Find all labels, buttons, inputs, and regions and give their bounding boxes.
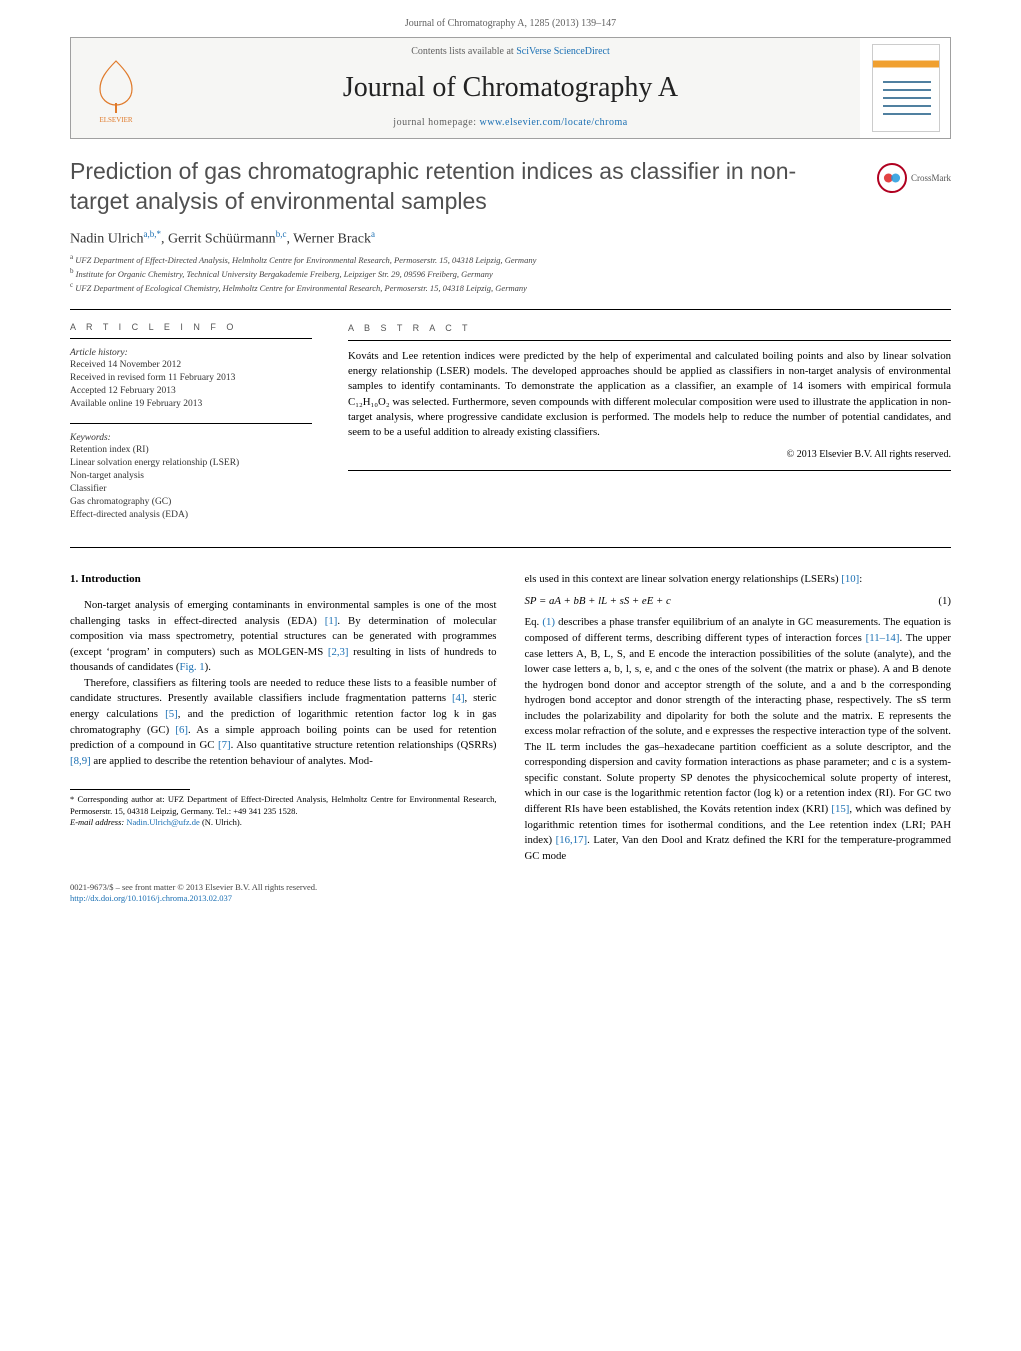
keyword-item: Retention index (RI) bbox=[70, 445, 149, 455]
journal-homepage-line: journal homepage: www.elsevier.com/locat… bbox=[161, 117, 860, 128]
publisher-logo-text: ELSEVIER bbox=[99, 116, 132, 123]
keyword-item: Effect-directed analysis (EDA) bbox=[70, 510, 188, 520]
article-info-heading: A R T I C L E I N F O bbox=[70, 322, 312, 332]
keywords-block: Keywords: Retention index (RI) Linear sol… bbox=[70, 432, 312, 522]
intro-para-2: Therefore, classifiers as filtering tool… bbox=[70, 676, 497, 769]
cover-image-placeholder bbox=[872, 44, 940, 132]
publisher-logo: ELSEVIER bbox=[71, 38, 161, 138]
crossmark-label: CrossMark bbox=[911, 173, 951, 183]
crossmark-icon bbox=[877, 163, 907, 193]
journal-title: Journal of Chromatography A bbox=[161, 72, 860, 104]
keyword-item: Linear solvation energy relationship (LS… bbox=[70, 458, 239, 468]
issn-line: 0021-9673/$ – see front matter © 2013 El… bbox=[70, 882, 951, 893]
footnotes: * Corresponding author at: UFZ Departmen… bbox=[70, 794, 497, 828]
affiliation-list: a UFZ Department of Effect-Directed Anal… bbox=[70, 253, 951, 294]
crossmark-badge[interactable]: CrossMark bbox=[877, 163, 951, 193]
article-title: Prediction of gas chromatographic retent… bbox=[70, 157, 830, 217]
section-heading-intro: 1. Introduction bbox=[70, 572, 497, 588]
keywords-label: Keywords: bbox=[70, 433, 111, 443]
author-list: Nadin Ulricha,b,*, Gerrit Schüürmannb,c,… bbox=[70, 229, 951, 248]
elsevier-tree-icon: ELSEVIER bbox=[86, 53, 146, 123]
equation-body: SP = aA + bB + lL + sS + eE + c bbox=[525, 594, 671, 610]
keyword-item: Classifier bbox=[70, 484, 106, 494]
journal-homepage-link[interactable]: www.elsevier.com/locate/chroma bbox=[480, 117, 628, 128]
article-history: Article history: Received 14 November 20… bbox=[70, 347, 312, 411]
abstract-heading: A B S T R A C T bbox=[348, 322, 951, 335]
doi-link[interactable]: http://dx.doi.org/10.1016/j.chroma.2013.… bbox=[70, 893, 232, 903]
page-footer: 0021-9673/$ – see front matter © 2013 El… bbox=[70, 882, 951, 904]
abstract-text: Kováts and Lee retention indices were pr… bbox=[348, 349, 951, 440]
history-label: Article history: bbox=[70, 348, 128, 358]
history-online: Available online 19 February 2013 bbox=[70, 399, 202, 409]
journal-banner: ELSEVIER Contents lists available at Sci… bbox=[70, 37, 951, 139]
keyword-item: Gas chromatography (GC) bbox=[70, 497, 171, 507]
email-attrib: (N. Ulrich). bbox=[200, 817, 242, 827]
body-column-left: 1. Introduction Non-target analysis of e… bbox=[70, 572, 497, 864]
col2-after-eq: Eq. (1) describes a phase transfer equil… bbox=[525, 615, 952, 864]
contents-available-line: Contents lists available at SciVerse Sci… bbox=[161, 46, 860, 57]
history-revised: Received in revised form 11 February 201… bbox=[70, 373, 235, 383]
divider bbox=[70, 547, 951, 548]
footnote-divider bbox=[70, 789, 190, 790]
corresponding-author-note: * Corresponding author at: UFZ Departmen… bbox=[70, 794, 497, 817]
email-label: E-mail address: bbox=[70, 817, 126, 827]
copyright-line: © 2013 Elsevier B.V. All rights reserved… bbox=[348, 448, 951, 462]
body-column-right: els used in this context are linear solv… bbox=[525, 572, 952, 864]
equation-number: (1) bbox=[938, 594, 951, 610]
equation-1: SP = aA + bB + lL + sS + eE + c (1) bbox=[525, 594, 952, 610]
col2-lead: els used in this context are linear solv… bbox=[525, 572, 952, 588]
intro-para-1: Non-target analysis of emerging contamin… bbox=[70, 598, 497, 676]
history-accepted: Accepted 12 February 2013 bbox=[70, 386, 176, 396]
corresponding-email-link[interactable]: Nadin.Ulrich@ufz.de bbox=[126, 817, 199, 827]
sciencedirect-link[interactable]: SciVerse ScienceDirect bbox=[516, 46, 610, 57]
history-received: Received 14 November 2012 bbox=[70, 360, 181, 370]
journal-cover-thumb bbox=[860, 38, 950, 138]
running-head: Journal of Chromatography A, 1285 (2013)… bbox=[0, 0, 1021, 37]
keyword-item: Non-target analysis bbox=[70, 471, 144, 481]
